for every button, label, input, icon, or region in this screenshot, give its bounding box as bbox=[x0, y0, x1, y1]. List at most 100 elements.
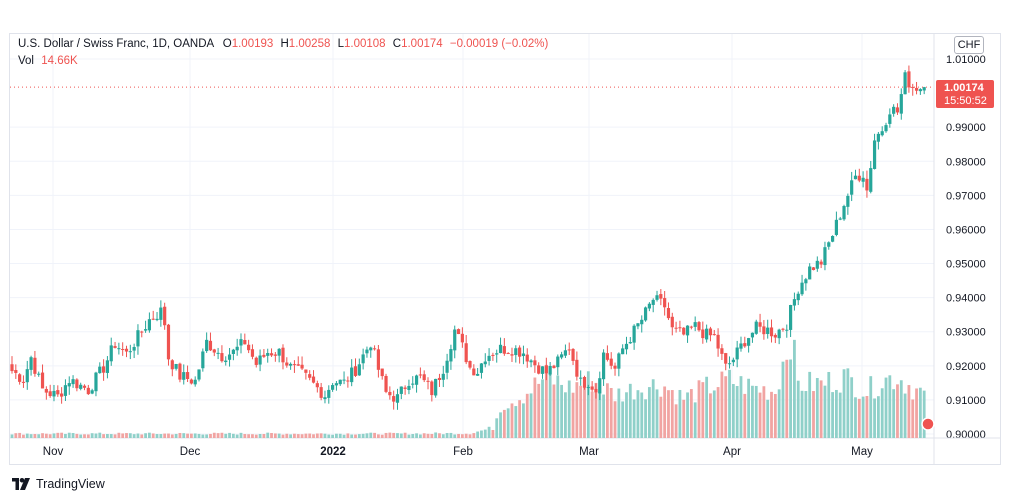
currency-button[interactable]: CHF bbox=[954, 36, 984, 54]
candle-body bbox=[800, 282, 804, 295]
candle-body bbox=[21, 381, 26, 383]
candle-body bbox=[689, 326, 693, 328]
candle-body bbox=[804, 279, 808, 284]
x-tick-label: Feb bbox=[453, 446, 473, 458]
volume-bar bbox=[865, 396, 869, 438]
volume-bar bbox=[357, 434, 361, 438]
volume-bar bbox=[789, 359, 792, 438]
volume-bar bbox=[873, 398, 876, 438]
candle-body bbox=[556, 356, 560, 368]
candle-body bbox=[643, 307, 648, 321]
candle-body bbox=[407, 385, 411, 390]
volume-bar bbox=[98, 432, 102, 438]
candle-body bbox=[685, 325, 690, 336]
x-tick-label: 2022 bbox=[320, 446, 346, 458]
volume-bar bbox=[491, 429, 495, 438]
x-tick-label: Mar bbox=[579, 446, 599, 458]
candle-body bbox=[170, 360, 174, 370]
volume-bar bbox=[701, 382, 705, 438]
volume-bar bbox=[544, 364, 548, 438]
candle-body bbox=[598, 378, 602, 394]
candle-body bbox=[449, 349, 453, 362]
candle-body bbox=[350, 367, 354, 383]
volume-bar bbox=[892, 389, 896, 438]
volume-bar bbox=[457, 433, 460, 438]
candle-body bbox=[247, 344, 251, 351]
candle-body bbox=[850, 180, 854, 195]
volume-bar bbox=[583, 383, 586, 438]
volume-bar bbox=[37, 434, 41, 438]
volume-bar bbox=[522, 403, 525, 438]
volume-label[interactable]: Vol bbox=[18, 55, 34, 67]
candle-body bbox=[262, 354, 266, 357]
candle-body bbox=[369, 347, 373, 351]
candle-body bbox=[40, 372, 45, 389]
candle-body bbox=[269, 353, 274, 356]
volume-bar bbox=[468, 434, 472, 438]
volume-bar bbox=[22, 434, 25, 438]
volume-bar bbox=[670, 390, 674, 438]
volume-bar bbox=[167, 433, 170, 438]
volume-bar bbox=[518, 400, 522, 438]
y-tick-label: 1.01000 bbox=[946, 54, 986, 66]
volume-bar bbox=[506, 408, 510, 438]
volume-bar bbox=[918, 387, 922, 438]
candle-body bbox=[563, 350, 568, 356]
candle-body bbox=[708, 328, 713, 336]
candle-body bbox=[380, 368, 384, 377]
candle-body bbox=[258, 355, 262, 365]
candle-body bbox=[601, 352, 606, 380]
volume-bar bbox=[102, 434, 105, 438]
volume-bar bbox=[117, 432, 121, 438]
volume-bar bbox=[502, 409, 506, 438]
volume-bar bbox=[815, 377, 819, 438]
volume-bar bbox=[754, 385, 758, 438]
volume-bar bbox=[911, 399, 915, 438]
candle-body bbox=[510, 354, 514, 356]
candle-body bbox=[621, 348, 625, 355]
candle-body bbox=[819, 261, 823, 265]
volume-bar bbox=[67, 432, 71, 438]
candle-body bbox=[315, 383, 319, 388]
volume-bar bbox=[731, 384, 735, 438]
candle-body bbox=[892, 106, 896, 114]
volume-bar bbox=[312, 434, 315, 438]
candle-body bbox=[331, 385, 335, 390]
symbol-title[interactable]: U.S. Dollar / Swiss Franc, 1D, OANDA bbox=[18, 38, 214, 50]
volume-bar bbox=[552, 384, 556, 438]
volume-bar bbox=[876, 396, 880, 438]
y-tick-label: 0.94000 bbox=[946, 293, 986, 305]
volume-bar bbox=[888, 375, 892, 438]
candle-body bbox=[456, 329, 461, 335]
y-tick-label: 0.99000 bbox=[946, 122, 986, 134]
candle-body bbox=[399, 386, 403, 394]
volume-bar bbox=[262, 434, 266, 438]
volume-bar bbox=[575, 382, 579, 438]
candle-body bbox=[518, 347, 522, 357]
candle-body bbox=[827, 242, 831, 247]
candle-body bbox=[430, 381, 434, 396]
volume-bar bbox=[781, 361, 785, 438]
x-tick-label: May bbox=[851, 446, 873, 458]
candle-body bbox=[613, 365, 617, 369]
candle-body bbox=[254, 357, 258, 365]
volume-bar bbox=[239, 432, 243, 438]
candle-body bbox=[395, 394, 400, 403]
candle-body bbox=[29, 357, 33, 370]
volume-bar bbox=[380, 434, 384, 438]
candle-body bbox=[720, 348, 724, 354]
volume-bar bbox=[842, 369, 846, 438]
volume-bar bbox=[487, 426, 491, 438]
footer-branding[interactable]: TradingView bbox=[12, 474, 105, 494]
candle-body bbox=[216, 352, 220, 354]
candle-body bbox=[285, 362, 289, 366]
candle-body bbox=[117, 348, 121, 350]
volume-bar bbox=[10, 434, 14, 438]
change-value: −0.00019 (−0.02%) bbox=[449, 38, 549, 50]
candle-body bbox=[441, 373, 445, 380]
volume-bar bbox=[125, 433, 128, 438]
candle-body bbox=[338, 379, 342, 385]
volume-bar bbox=[808, 371, 812, 438]
candle-body bbox=[124, 348, 129, 352]
